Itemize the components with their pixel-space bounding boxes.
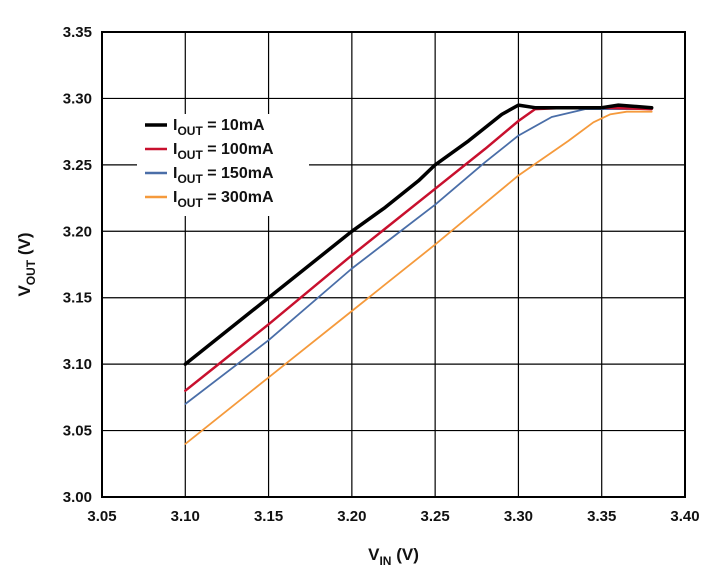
grid-lines bbox=[101, 31, 686, 498]
x-tick-label: 3.05 bbox=[87, 508, 116, 525]
x-tick-label: 3.30 bbox=[504, 508, 533, 525]
legend-entry-sub: OUT bbox=[177, 172, 203, 186]
legend-entry-value: = 100mA bbox=[203, 141, 274, 158]
legend-entry-main: I bbox=[173, 165, 177, 182]
y-tick-label: 3.00 bbox=[63, 489, 92, 506]
x-axis-label: VIN (V) bbox=[368, 545, 419, 568]
legend-entry-value: = 300mA bbox=[203, 189, 274, 206]
x-axis-label-unit: (V) bbox=[391, 545, 418, 564]
y-axis-label-main: V bbox=[15, 285, 34, 297]
legend-entry-main: I bbox=[173, 141, 177, 158]
series-line-4 bbox=[184, 110, 653, 445]
legend-entry-main: I bbox=[173, 117, 177, 134]
legend-entry-1: IOUT = 10mA bbox=[173, 117, 265, 138]
x-tick-label: 3.40 bbox=[670, 508, 699, 525]
legend-entry-main: I bbox=[173, 189, 177, 206]
y-tick-label: 3.30 bbox=[63, 90, 92, 107]
plot-area bbox=[101, 31, 686, 498]
legend-entry-sub: OUT bbox=[177, 124, 203, 138]
legend-entry-sub: OUT bbox=[177, 148, 203, 162]
x-axis-label-main: V bbox=[368, 545, 380, 564]
y-axis-label-sub: OUT bbox=[24, 259, 38, 285]
legend-entry-value: = 10mA bbox=[203, 117, 265, 134]
x-tick-label: 3.25 bbox=[421, 508, 450, 525]
x-tick-label: 3.15 bbox=[254, 508, 283, 525]
series-layer bbox=[183, 103, 654, 445]
y-tick-label: 3.10 bbox=[63, 356, 92, 373]
series-line-1 bbox=[183, 103, 654, 366]
y-tick-label: 3.05 bbox=[63, 423, 92, 440]
legend-entry-2: IOUT = 100mA bbox=[173, 141, 274, 162]
x-tick-label: 3.10 bbox=[171, 508, 200, 525]
y-tick-label: 3.25 bbox=[63, 157, 92, 174]
legend-background bbox=[137, 114, 309, 216]
y-axis-label-unit: (V) bbox=[15, 232, 34, 259]
legend-entry-4: IOUT = 300mA bbox=[173, 189, 274, 210]
y-tick-label: 3.35 bbox=[63, 24, 92, 41]
y-tick-label: 3.20 bbox=[63, 223, 92, 240]
legend-entry-3: IOUT = 150mA bbox=[173, 165, 274, 186]
x-axis-label-sub: IN bbox=[379, 554, 391, 568]
y-tick-label: 3.15 bbox=[63, 290, 92, 307]
y-tick-labels: 3.00 3.05 3.10 3.15 3.20 3.25 3.30 3.35 bbox=[63, 24, 92, 506]
y-axis-label: VOUT (V) bbox=[15, 232, 38, 296]
x-tick-label: 3.20 bbox=[337, 508, 366, 525]
x-tick-labels: 3.05 3.10 3.15 3.20 3.25 3.30 3.35 3.40 bbox=[87, 508, 699, 525]
legend-entry-value: = 150mA bbox=[203, 165, 274, 182]
x-tick-label: 3.35 bbox=[587, 508, 616, 525]
legend-entry-sub: OUT bbox=[177, 196, 203, 210]
